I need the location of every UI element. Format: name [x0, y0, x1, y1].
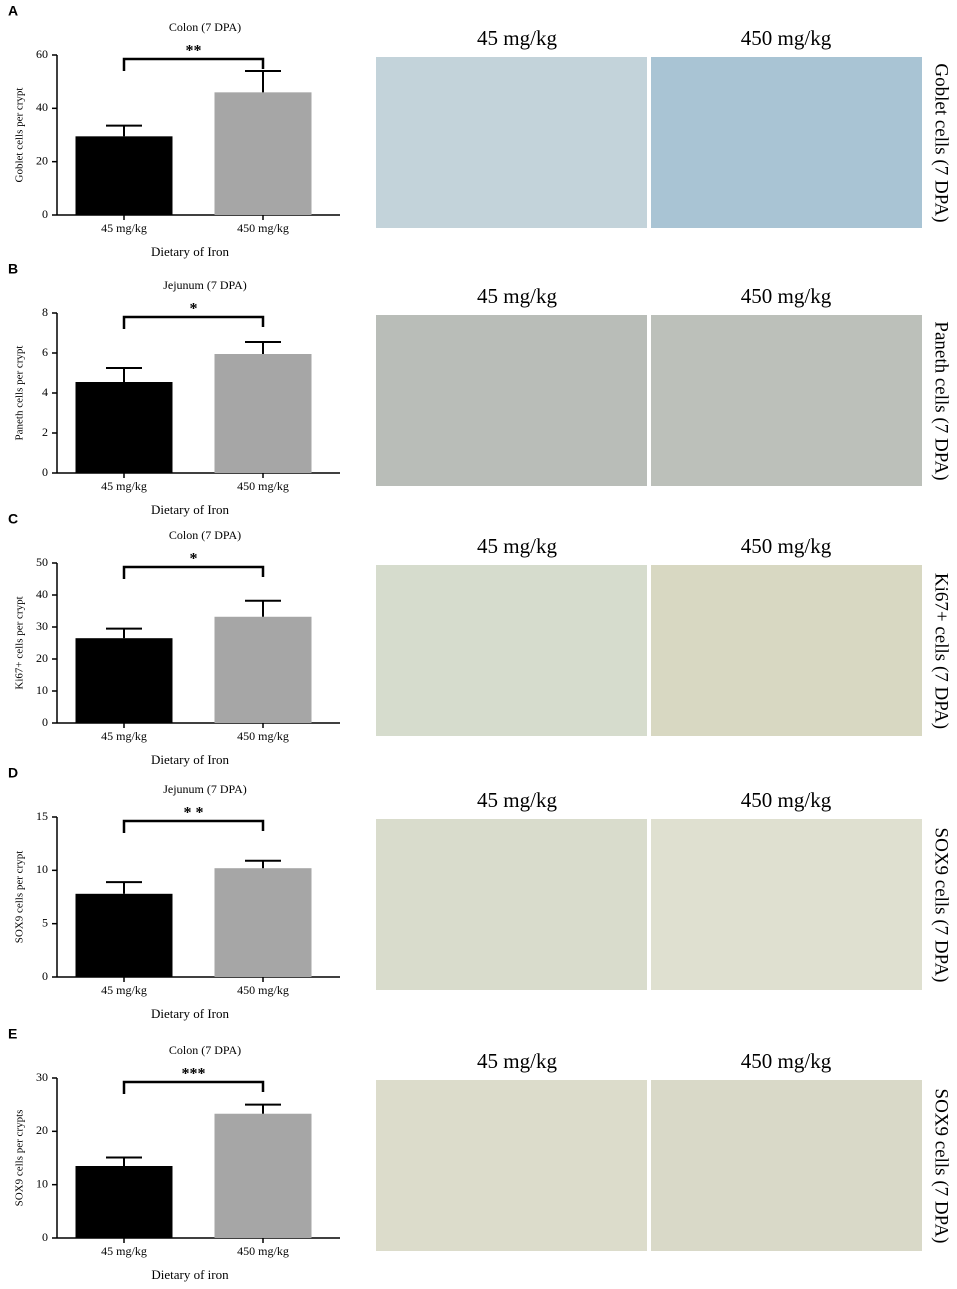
- y-axis-label: SOX9 cells per crypt: [14, 851, 26, 944]
- x-axis-label: Dietary of Iron: [151, 502, 229, 517]
- significance-bracket: [122, 57, 265, 71]
- bar: [214, 1113, 312, 1238]
- image-label: 45 mg/kg: [477, 1049, 557, 1073]
- y-axis-label: SOX9 cells per crypts: [14, 1110, 26, 1207]
- image-label: 45 mg/kg: [477, 534, 557, 558]
- image-label: 45 mg/kg: [477, 26, 557, 50]
- x-tick-label: 450 mg/kg: [237, 221, 289, 235]
- panel-letter: C: [8, 511, 18, 527]
- chart-title: Colon (7 DPA): [169, 1043, 241, 1057]
- micrograph: [376, 57, 647, 228]
- chart-title: Colon (7 DPA): [169, 20, 241, 34]
- y-axis-label: Goblet cells per crypt: [14, 88, 26, 183]
- y-axis-label: Paneth cells per crypt: [14, 346, 26, 441]
- x-axis-label: Dietary of Iron: [151, 1006, 229, 1021]
- x-axis-label: Dietary of iron: [151, 1267, 229, 1282]
- micrograph: [376, 565, 647, 736]
- chart-title: Jejunum (7 DPA): [163, 782, 247, 796]
- bar: [75, 638, 173, 723]
- y-tick-label: 30: [36, 1070, 48, 1084]
- y-tick-label: 20: [36, 1123, 48, 1137]
- y-tick-label: 20: [36, 153, 48, 167]
- bar: [75, 136, 173, 215]
- bar: [75, 893, 173, 977]
- bar: [214, 354, 312, 473]
- y-tick-label: 10: [36, 862, 48, 876]
- panel-letter: E: [8, 1026, 17, 1042]
- significance-bracket: [122, 819, 265, 833]
- x-tick-label: 45 mg/kg: [101, 1244, 147, 1258]
- chart-title: Jejunum (7 DPA): [163, 278, 247, 292]
- bar: [214, 868, 312, 977]
- y-tick-label: 20: [36, 651, 48, 665]
- x-tick-label: 450 mg/kg: [237, 983, 289, 997]
- y-tick-label: 10: [36, 683, 48, 697]
- image-label: 45 mg/kg: [477, 284, 557, 308]
- x-tick-label: 45 mg/kg: [101, 221, 147, 235]
- y-axis-label: Ki67+ cells per crypt: [14, 596, 26, 689]
- y-tick-label: 30: [36, 619, 48, 633]
- micrograph: [376, 315, 647, 486]
- side-label: SOX9 cells (7 DPA): [931, 828, 952, 983]
- micrograph: [376, 819, 647, 990]
- significance-bracket: [122, 1080, 265, 1094]
- image-label: 450 mg/kg: [741, 284, 832, 308]
- image-label: 450 mg/kg: [741, 26, 832, 50]
- y-tick-label: 10: [36, 1176, 48, 1190]
- bar: [75, 1166, 173, 1238]
- y-tick-label: 2: [42, 425, 48, 439]
- significance: * *: [184, 805, 204, 822]
- x-axis-label: Dietary of Iron: [151, 244, 229, 259]
- y-tick-label: 0: [42, 207, 48, 221]
- y-tick-label: 15: [36, 809, 48, 823]
- side-label: SOX9 cells (7 DPA): [931, 1089, 952, 1244]
- y-tick-label: 40: [36, 100, 48, 114]
- y-tick-label: 60: [36, 47, 48, 61]
- image-label: 450 mg/kg: [741, 1049, 832, 1073]
- x-tick-label: 45 mg/kg: [101, 983, 147, 997]
- significance: *: [190, 551, 198, 568]
- x-tick-label: 450 mg/kg: [237, 479, 289, 493]
- bar: [214, 92, 312, 215]
- y-tick-label: 50: [36, 555, 48, 569]
- y-tick-label: 0: [42, 465, 48, 479]
- micrograph: [651, 57, 922, 228]
- chart-title: Colon (7 DPA): [169, 528, 241, 542]
- y-tick-label: 6: [42, 345, 48, 359]
- x-axis-label: Dietary of Iron: [151, 752, 229, 767]
- bar: [214, 616, 312, 723]
- side-label: Goblet cells (7 DPA): [931, 63, 952, 222]
- y-tick-label: 4: [42, 385, 48, 399]
- significance-bracket: [122, 315, 265, 329]
- panel-letter: D: [8, 765, 18, 781]
- significance: **: [186, 43, 202, 60]
- x-tick-label: 45 mg/kg: [101, 729, 147, 743]
- y-tick-label: 0: [42, 1230, 48, 1244]
- y-tick-label: 5: [42, 915, 48, 929]
- y-tick-label: 8: [42, 305, 48, 319]
- image-label: 45 mg/kg: [477, 788, 557, 812]
- side-label: Paneth cells (7 DPA): [931, 321, 952, 480]
- x-tick-label: 45 mg/kg: [101, 479, 147, 493]
- panel-letter: A: [8, 3, 18, 19]
- significance: ***: [182, 1066, 206, 1083]
- panel-letter: B: [8, 261, 18, 277]
- x-tick-label: 450 mg/kg: [237, 729, 289, 743]
- micrograph: [651, 315, 922, 486]
- micrograph: [651, 1080, 922, 1251]
- significance: *: [190, 301, 198, 318]
- y-tick-label: 0: [42, 969, 48, 983]
- side-label: Ki67+ cells (7 DPA): [931, 573, 952, 729]
- y-tick-label: 40: [36, 587, 48, 601]
- image-label: 450 mg/kg: [741, 788, 832, 812]
- significance-bracket: [122, 565, 265, 579]
- image-label: 450 mg/kg: [741, 534, 832, 558]
- micrograph: [651, 819, 922, 990]
- y-tick-label: 0: [42, 715, 48, 729]
- x-tick-label: 450 mg/kg: [237, 1244, 289, 1258]
- micrograph: [651, 565, 922, 736]
- bar: [75, 382, 173, 473]
- micrograph: [376, 1080, 647, 1251]
